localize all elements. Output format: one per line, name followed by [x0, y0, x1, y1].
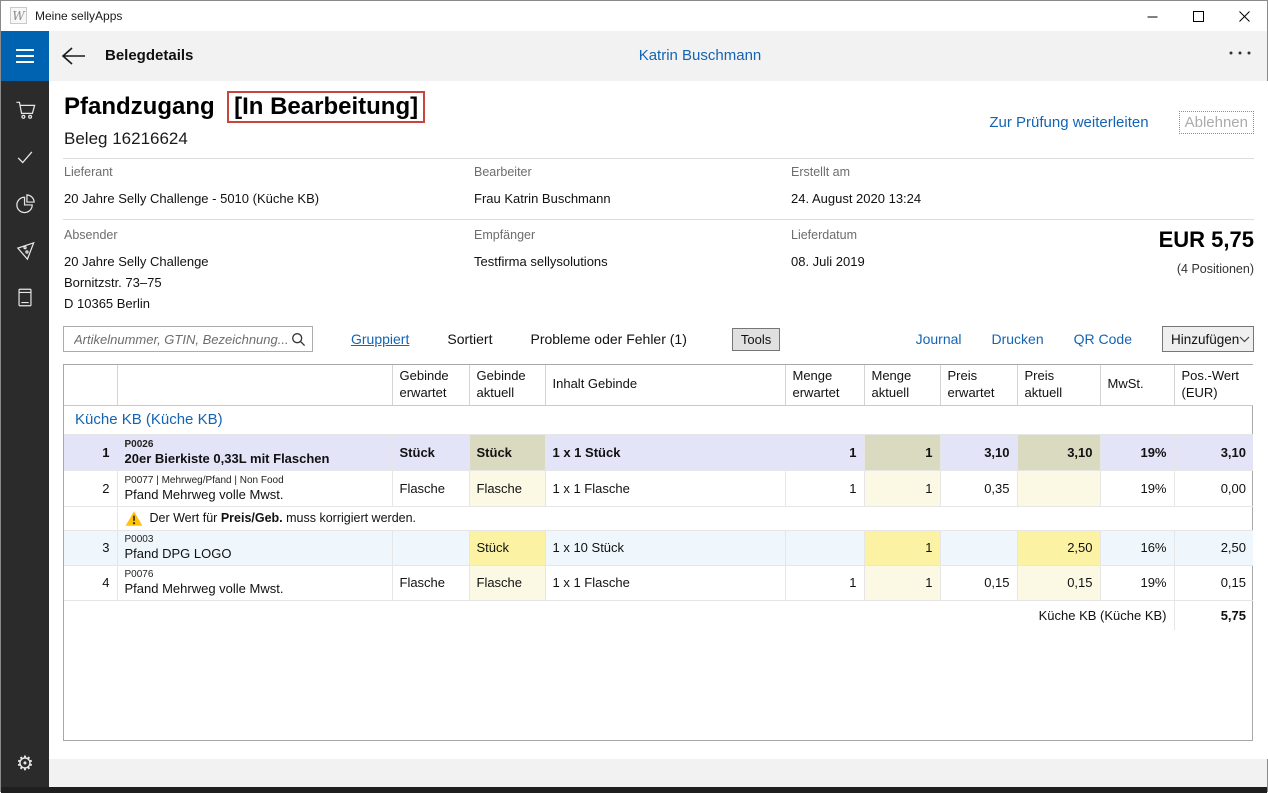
col-inhalt-gebinde: Inhalt Gebinde: [545, 365, 786, 406]
window-title: Meine sellyApps: [35, 9, 123, 23]
group-total-row: Küche KB (Küche KB) 5,75: [64, 599, 1253, 631]
table-empty-space: [64, 630, 1253, 740]
document-total: EUR 5,75 (4 Positionen): [1159, 227, 1254, 276]
filter-sortiert[interactable]: Sortiert: [447, 331, 493, 347]
window-bottom-edge: [1, 787, 1267, 793]
maximize-icon[interactable]: [1175, 1, 1221, 31]
field-lieferdatum: Lieferdatum 08. Juli 2019: [791, 228, 865, 269]
group-label[interactable]: Küche KB (Küche KB): [64, 405, 1253, 435]
book-icon[interactable]: [1, 274, 49, 321]
hamburger-menu-icon[interactable]: [1, 31, 49, 81]
col-menge-aktuell: Menge aktuell: [864, 365, 941, 406]
col-mwst: MwSt.: [1100, 365, 1175, 406]
close-icon[interactable]: [1221, 1, 1267, 31]
article-code: P0077 | Mehrweg/Pfand | Non Food: [124, 474, 284, 486]
filter-gruppiert[interactable]: Gruppiert: [351, 331, 410, 347]
search-magnifier-icon[interactable]: [291, 332, 306, 347]
divider: [63, 158, 1254, 159]
check-icon[interactable]: [1, 133, 49, 180]
positions-table: Gebinde erwartet Gebinde aktuell Inhalt …: [63, 364, 1253, 741]
position-count: (4 Positionen): [1176, 262, 1254, 276]
document-number: Beleg 16216624: [64, 129, 188, 148]
divider: [63, 219, 1254, 220]
app-logo-icon: W: [10, 7, 27, 24]
print-link[interactable]: Drucken: [991, 331, 1044, 347]
filter-probleme[interactable]: Probleme oder Fehler (1): [530, 331, 687, 347]
items-toolbar: Gruppiert Sortiert Probleme oder Fehler …: [63, 325, 1254, 353]
table-row: 2 P0077 | Mehrweg/Pfand | Non Food Pfand…: [64, 470, 1253, 507]
window-titlebar: W Meine sellyApps: [1, 1, 1267, 31]
table-row: 4 P0076 Pfand Mehrweg volle Mwst. Flasch…: [64, 565, 1253, 601]
table-row: 1 P0026 20er Bierkiste 0,33L mit Flasche…: [64, 434, 1253, 471]
add-button[interactable]: Hinzufügen: [1162, 326, 1254, 352]
app-header-bar: Belegdetails Katrin Buschmann: [1, 31, 1267, 81]
pie-chart-icon[interactable]: [1, 180, 49, 227]
warning-row: Der Wert für Preis/Geb. muss korrigiert …: [64, 506, 1253, 531]
warning-triangle-icon: [125, 510, 143, 527]
field-empfaenger: Empfänger Testfirma sellysolutions: [474, 228, 608, 269]
pizza-slice-icon[interactable]: [1, 227, 49, 274]
article-name: Pfand DPG LOGO: [124, 546, 232, 562]
article-name: Pfand Mehrweg volle Mwst.: [124, 581, 284, 597]
group-header-row: Küche KB (Küche KB): [64, 405, 1253, 435]
document-type-title: Pfandzugang: [64, 93, 215, 120]
table-row: 3 P0003 Pfand DPG LOGO Stück 1 x 10 Stüc…: [64, 530, 1253, 566]
col-gebinde-erwartet: Gebinde erwartet: [392, 365, 470, 406]
col-article: [117, 365, 393, 406]
col-gebinde-aktuell: Gebinde aktuell: [469, 365, 546, 406]
chevron-down-icon: [1239, 336, 1250, 343]
col-num: [64, 365, 118, 406]
group-total-label: Küche KB (Küche KB): [64, 599, 1174, 631]
minimize-icon[interactable]: [1129, 1, 1175, 31]
warning-text: Der Wert für Preis/Geb. muss korrigiert …: [149, 511, 417, 526]
total-amount: EUR 5,75: [1158, 227, 1254, 252]
table-header-row: Gebinde erwartet Gebinde aktuell Inhalt …: [64, 365, 1253, 406]
col-preis-erwartet: Preis erwartet: [940, 365, 1018, 406]
journal-link[interactable]: Journal: [915, 331, 962, 347]
page-title: Belegdetails: [105, 47, 194, 64]
forward-for-review-button[interactable]: Zur Prüfung weiterleiten: [989, 114, 1149, 131]
col-preis-aktuell: Preis aktuell: [1017, 365, 1101, 406]
col-menge-erwartet: Menge erwartet: [785, 365, 865, 406]
col-pos-wert: Pos.-Wert (EUR): [1174, 365, 1253, 406]
settings-gear-icon[interactable]: ⚙: [16, 753, 34, 775]
field-bearbeiter: Bearbeiter Frau Katrin Buschmann: [474, 165, 611, 206]
reject-button[interactable]: Ablehnen: [1178, 111, 1254, 134]
field-lieferant: Lieferant 20 Jahre Selly Challenge - 501…: [64, 165, 320, 206]
more-ellipsis-icon[interactable]: [1227, 49, 1253, 57]
back-arrow-icon[interactable]: [60, 42, 92, 70]
article-name: Pfand Mehrweg volle Mwst.: [124, 486, 284, 502]
status-badge: [In Bearbeitung]: [227, 91, 426, 123]
article-code: P0026: [124, 438, 154, 450]
article-search-box[interactable]: [63, 326, 313, 352]
article-name: 20er Bierkiste 0,33L mit Flaschen: [124, 450, 330, 466]
tools-button[interactable]: Tools: [731, 327, 781, 351]
group-total-value: 5,75: [1173, 599, 1253, 631]
current-user[interactable]: Katrin Buschmann: [638, 47, 762, 64]
cart-icon[interactable]: [1, 86, 49, 133]
field-erstellt-am: Erstellt am 24. August 2020 13:24: [791, 165, 922, 206]
article-code: P0076: [124, 569, 154, 581]
qr-code-link[interactable]: QR Code: [1073, 331, 1132, 347]
document-detail-panel: Pfandzugang [In Bearbeitung] Beleg 16216…: [49, 81, 1268, 759]
search-input[interactable]: [72, 330, 291, 348]
article-code: P0003: [124, 534, 154, 546]
bottom-strip: [49, 759, 1267, 787]
field-absender: Absender 20 Jahre Selly Challenge Bornit…: [64, 228, 209, 311]
sidebar-nav: ⚙: [1, 81, 49, 787]
